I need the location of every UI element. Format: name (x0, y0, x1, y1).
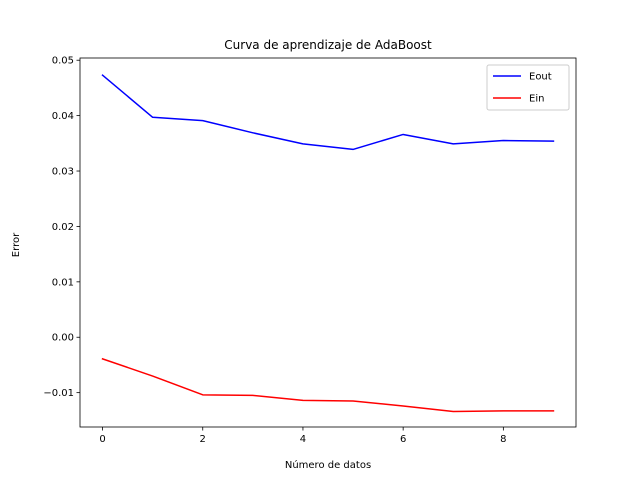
x-axis-label: Número de datos (285, 459, 371, 471)
chart-title: Curva de aprendizaje de AdaBoost (224, 38, 432, 52)
series-line-eout (101, 74, 555, 151)
y-tick-label: 0.00 (52, 333, 74, 344)
y-tick-label: 0.03 (52, 167, 74, 178)
legend-label-ein: Ein (529, 94, 544, 105)
y-tick-label: −0.01 (43, 388, 74, 399)
x-tick-label: 2 (200, 434, 206, 445)
series-line-ein (101, 357, 555, 413)
y-tick-label: 0.05 (52, 56, 74, 67)
plot-area: 0 2 4 6 8 −0.01 0.00 0.01 0.02 0.03 0.04 0.05 (43, 56, 577, 445)
legend: Eout Ein (486, 64, 570, 111)
x-tick-label: 6 (400, 434, 406, 445)
x-tick-label: 8 (500, 434, 506, 445)
y-axis-label: Error (11, 232, 22, 257)
legend-box (486, 64, 570, 111)
y-tick-label: 0.01 (52, 277, 74, 288)
x-tick-label: 0 (99, 434, 105, 445)
x-tick-label: 4 (300, 434, 306, 445)
axes-frame (79, 57, 577, 428)
y-tick-label: 0.04 (52, 111, 74, 122)
legend-label-eout: Eout (529, 72, 552, 83)
y-tick-label: 0.02 (52, 222, 74, 233)
